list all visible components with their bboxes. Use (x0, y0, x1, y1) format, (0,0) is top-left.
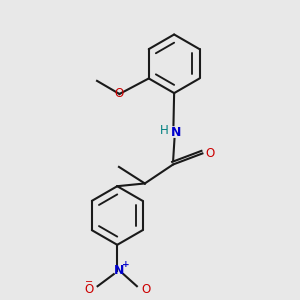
Text: −: − (85, 277, 93, 287)
Text: O: O (84, 283, 93, 296)
Text: H: H (159, 124, 168, 136)
Text: N: N (171, 126, 182, 139)
Text: O: O (206, 147, 214, 160)
Text: O: O (115, 88, 124, 100)
Text: O: O (141, 283, 151, 296)
Text: +: + (122, 260, 130, 269)
Text: N: N (114, 264, 124, 277)
